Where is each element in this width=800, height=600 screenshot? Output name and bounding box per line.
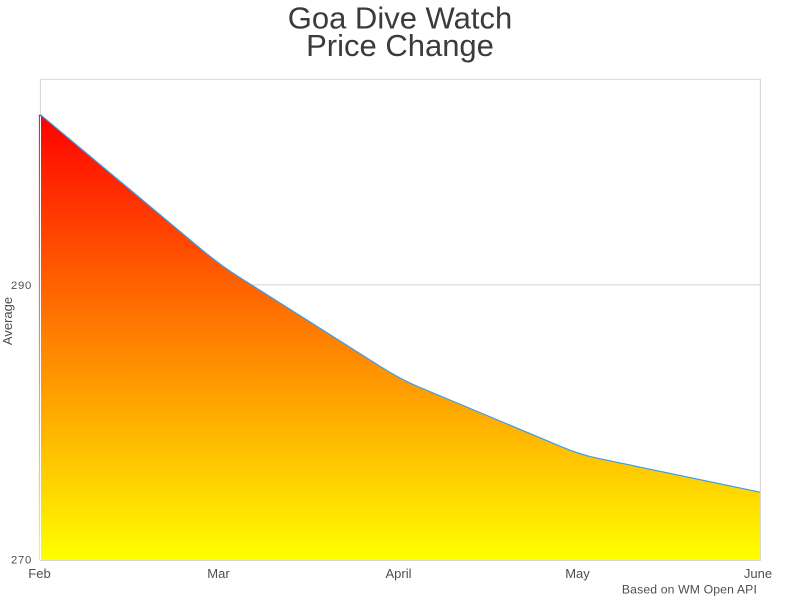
svg-text:June: June (744, 566, 772, 581)
svg-text:April: April (385, 566, 411, 581)
svg-text:290: 290 (11, 280, 32, 292)
svg-text:Based on WM Open API: Based on WM Open API (622, 583, 757, 597)
svg-text:Average: Average (0, 297, 15, 345)
svg-text:Feb: Feb (28, 566, 50, 581)
svg-text:May: May (565, 566, 590, 581)
svg-text:Mar: Mar (207, 566, 230, 581)
svg-text:Price Change: Price Change (306, 28, 494, 63)
svg-text:Goa Dive Watch: Goa Dive Watch (288, 0, 513, 35)
svg-text:270: 270 (11, 555, 32, 567)
